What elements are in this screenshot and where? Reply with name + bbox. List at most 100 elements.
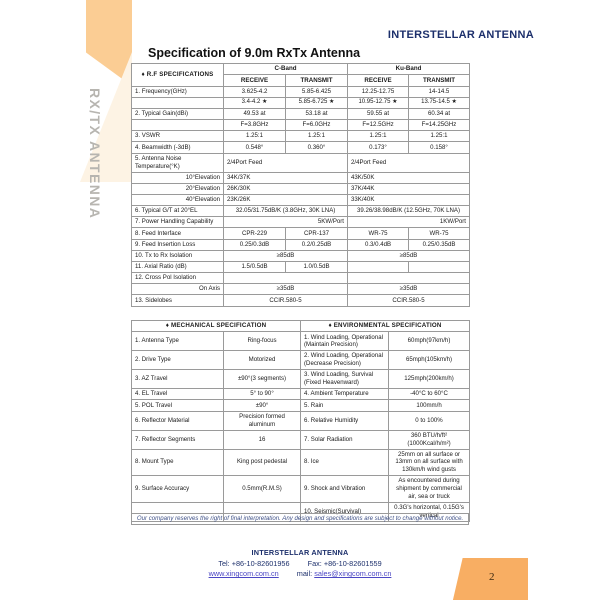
- env-value-wind-decrease: 65mph(105km/h): [388, 350, 471, 371]
- footer-mail-label: mail:: [296, 569, 313, 579]
- env-value-rain: 100mm/h: [388, 399, 471, 412]
- row-label-frequency: 1. Frequency(GHz): [131, 85, 224, 98]
- table-subheader-row: RECEIVE TRANSMIT RECEIVE TRANSMIT: [132, 74, 470, 87]
- cell-gt-ku: 39.26/38.98dB/K (12.5GHz, 70K LNA): [347, 205, 470, 218]
- cell-gain-freq-ku-tx: F=14.25GHz: [408, 119, 470, 132]
- mech-label-reflector-segments: 7. Reflector Segments: [131, 429, 224, 450]
- cell-frequency-alt-ku-rx: 10.95-12.75 ★: [347, 96, 409, 109]
- cell-noise-port-c: 2/4Port Feed: [223, 152, 348, 173]
- subheader-c-transmit: TRANSMIT: [285, 74, 348, 87]
- mech-value-drive-type: Motorized: [222, 350, 302, 371]
- cell-feed-loss-ku-tx: 0.25/0.35dB: [408, 238, 470, 251]
- cell-noise-20-c: 26K/30K: [223, 182, 348, 195]
- table-row: 2. Drive Type Motorized 2. Wind Loading,…: [131, 350, 471, 371]
- row-label-frequency-alt: [131, 96, 224, 109]
- cell-crosspol-ku: ≥35dB: [347, 283, 470, 296]
- mech-value-az-travel: ±90°(3 segments): [222, 369, 302, 390]
- cell-gain-ku-tx: 60.34 at: [408, 107, 470, 121]
- band-header-c: C-Band: [223, 62, 348, 76]
- cell-noise-10-c: 34K/37K: [223, 171, 348, 184]
- mech-value-el-travel: 5° to 90°: [222, 388, 302, 401]
- rf-specifications-table: ♦ R.F SPECIFICATIONS C-Band Ku-Band RECE…: [131, 62, 470, 307]
- cell-power-ku: 1KW/Port: [347, 216, 470, 229]
- cell-feed-loss-c-tx: 0.2/0.25dB: [285, 238, 348, 251]
- rf-section-label: R.F SPECIFICATIONS: [146, 70, 214, 78]
- band-header-ku: Ku-Band: [347, 62, 470, 76]
- footer-website-link[interactable]: www.xingcom.com.cn: [208, 569, 279, 579]
- cell-frequency-c-tx: 5.85-6.425: [285, 85, 348, 98]
- row-label-beamwidth: 4. Beamwidth (-3dB): [131, 141, 224, 154]
- cell-noise-port-ku: 2/4Port Feed: [347, 152, 470, 173]
- row-label-elev-40: 40°Elevation: [131, 193, 224, 207]
- cell-vswr-ku-rx: 1.25:1: [347, 130, 409, 143]
- table-row: 5. POL Travel ±90° 5. Rain 100mm/h: [131, 399, 471, 412]
- env-label-ambient-temp: 4. Ambient Temperature: [300, 388, 390, 401]
- subheader-ku-transmit: TRANSMIT: [408, 74, 470, 87]
- mech-label-mount-type: 8. Mount Type: [131, 448, 224, 477]
- cell-beamwidth-c-rx: 0.548°: [223, 141, 286, 154]
- diamond-bullet-icon: ♦: [141, 70, 145, 78]
- row-label-vswr: 3. VSWR: [131, 130, 224, 143]
- footer-web-line: www.xingcom.com.cn mail: sales@xingcom.c…: [0, 569, 600, 580]
- cell-gain-c-rx: 49.53 at: [223, 107, 286, 121]
- env-label-rain: 5. Rain: [300, 399, 390, 412]
- cell-axial-ku-rx: [347, 260, 409, 274]
- cell-gain-freq-c-tx: F=6.0GHz: [285, 119, 348, 132]
- subheader-c-receive: RECEIVE: [223, 74, 286, 87]
- cell-frequency-ku-rx: 12.25-12.75: [347, 85, 409, 98]
- cell-noise-20-ku: 37K/44K: [347, 182, 470, 195]
- mech-label-az-travel: 3. AZ Travel: [131, 369, 224, 390]
- row-label-crosspol: 12. Cross Pol Isolation: [131, 272, 224, 285]
- cell-feed-interface-c-tx: CPR-137: [285, 227, 348, 240]
- row-label-power: 7. Power Handling Capability: [131, 216, 224, 229]
- table-row: 20°Elevation 26K/30K 37K/44K: [131, 182, 470, 195]
- cell-frequency-ku-tx: 14-14.5: [408, 85, 470, 98]
- disclaimer-text: Our company reserves the right of final …: [131, 512, 469, 526]
- env-label-wind-survival: 3. Wind Loading, Survival (Fixed Heavenw…: [300, 369, 390, 390]
- table-row: 1. Antenna Type Ring-focus 1. Wind Loadi…: [131, 331, 471, 352]
- page-number: 2: [489, 571, 495, 583]
- table-row: 6. Reflector Material Precision formed a…: [131, 410, 471, 431]
- mech-value-mount-type: King post pedestal: [222, 448, 302, 477]
- mech-label-pol-travel: 5. POL Travel: [131, 399, 224, 412]
- row-label-feed-interface: 8. Feed Interface: [131, 227, 224, 240]
- env-value-ice: 25mm on all surface or 13mm on all surfa…: [388, 448, 471, 477]
- mech-label-drive-type: 2. Drive Type: [131, 350, 224, 371]
- row-label-elev-10: 10°Elevation: [131, 171, 224, 184]
- table-row: 9. Surface Accuracy 0.5mm(R.M.S) 9. Shoc…: [131, 475, 471, 504]
- env-label-shock-vibration: 9. Shock and Vibration: [300, 475, 390, 504]
- mech-value-reflector-material: Precision formed aluminum: [222, 410, 302, 431]
- row-label-elev-20: 20°Elevation: [131, 182, 224, 195]
- cell-axial-ku-tx: [408, 260, 470, 274]
- cell-vswr-ku-tx: 1.25:1: [408, 130, 470, 143]
- mech-value-reflector-segments: 16: [222, 429, 302, 450]
- cell-frequency-alt-ku-tx: 13.75-14.5 ★: [408, 96, 470, 109]
- env-value-humidity: 0 to 100%: [388, 410, 471, 431]
- table-row: Our company reserves the right of final …: [131, 512, 469, 526]
- mechanical-section-header: ♦ MECHANICAL SPECIFICATION: [130, 319, 302, 333]
- cell-noise-10-ku: 43K/50K: [347, 171, 470, 184]
- cell-axial-c-rx: 1.5/0.5dB: [223, 260, 286, 274]
- table-header-row: ♦ R.F SPECIFICATIONS C-Band Ku-Band: [131, 62, 470, 87]
- env-label-humidity: 6. Relative Humidity: [300, 410, 390, 431]
- cell-sidelobes-ku: CCIR.580-5: [347, 294, 470, 307]
- env-label-wind-maintain: 1. Wind Loading, Operational (Maintain P…: [300, 331, 390, 352]
- disclaimer-table: Our company reserves the right of final …: [131, 512, 469, 526]
- cell-vswr-c-rx: 1.25:1: [223, 130, 286, 143]
- row-label-onaxis: On Axis: [131, 283, 224, 296]
- table-row: 3. VSWR 1.25:1 1.25:1 1.25:1 1.25:1: [131, 130, 470, 143]
- row-label-gt: 6. Typical G/T at 20°EL: [131, 205, 224, 218]
- table-row: 13. Sidelobes CCIR.580-5 CCIR.580-5: [131, 294, 470, 307]
- table-row: 8. Mount Type King post pedestal 8. Ice …: [131, 448, 471, 477]
- env-value-wind-maintain: 60mph(97km/h): [388, 331, 471, 352]
- cell-sidelobes-c: CCIR.580-5: [223, 294, 348, 307]
- footer-email-link[interactable]: sales@xingcom.com.cn: [314, 569, 392, 579]
- cell-gt-c: 32.05/31.75dB/K (3.8GHz, 30K LNA): [223, 205, 348, 218]
- mech-label-antenna-type: 1. Antenna Type: [131, 331, 224, 352]
- cell-power-c: 5KW/Port: [223, 216, 348, 229]
- cell-isolation-ku: ≥85dB: [347, 249, 470, 262]
- page-footer: INTERSTELLAR ANTENNA Tel: +86-10-8260195…: [0, 548, 600, 580]
- table-row: 10°Elevation 34K/37K 43K/50K: [131, 171, 470, 184]
- cell-noise-40-c: 23K/26K: [223, 193, 348, 207]
- rf-section-header: ♦ R.F SPECIFICATIONS: [131, 63, 224, 87]
